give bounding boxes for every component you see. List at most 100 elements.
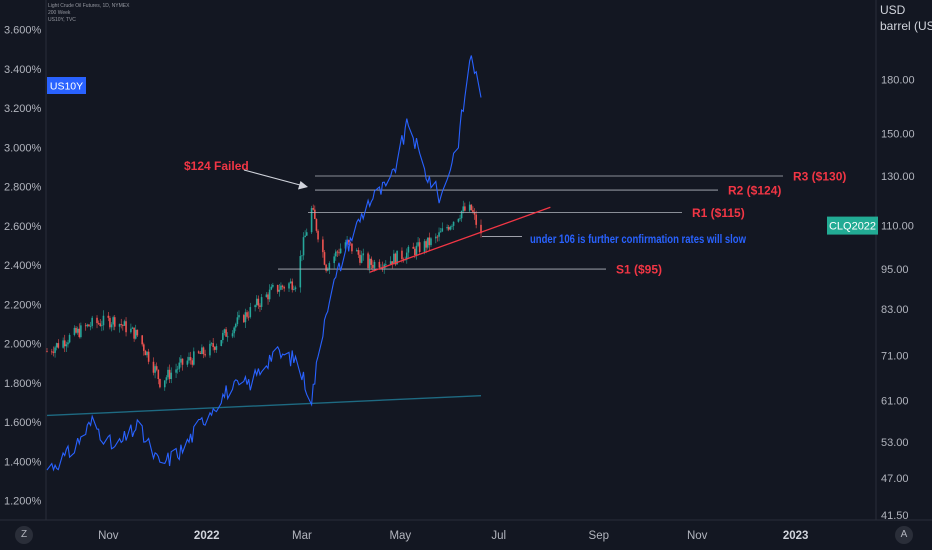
time-axis-tick: 2023 (783, 530, 809, 542)
candle-body (289, 281, 292, 284)
candle-body (322, 239, 324, 253)
auto-scale-left-button[interactable]: Z (15, 526, 33, 544)
candle-body (446, 227, 448, 229)
chart-legend-line-2: 200 Week (48, 10, 71, 16)
candle-body (312, 208, 315, 210)
candle-body (222, 332, 224, 341)
candle-body (385, 264, 387, 266)
candle-body (84, 325, 87, 327)
annotation-layer: $124 Failed under 106 is further confirma… (47, 77, 878, 246)
level-lines-layer: R3 ($130) R2 ($124) R1 ($115) S1 ($95) (278, 170, 846, 277)
candle-body (326, 269, 329, 271)
candle-body (268, 289, 271, 300)
candle-body (373, 261, 376, 268)
candle-body (204, 354, 206, 356)
candle-body (283, 287, 285, 289)
candle-body (418, 242, 421, 252)
candle-body (168, 369, 171, 380)
candle-body (435, 236, 437, 239)
right-axis-tick: 95.00 (881, 264, 909, 276)
right-axis-tick: 41.50 (881, 510, 909, 522)
auto-scale-right-button[interactable]: A (895, 526, 913, 544)
candle-body (199, 352, 202, 354)
candle-body (447, 227, 450, 230)
candle-body (270, 286, 273, 290)
candle-body (113, 317, 116, 327)
candle-body (462, 206, 465, 211)
moving-average-layer (46, 394, 482, 417)
right-axis-tick: 61.00 (881, 396, 909, 408)
candle-body (425, 241, 427, 248)
left-axis-tick: 2.000% (4, 339, 42, 351)
candle-body (255, 298, 258, 306)
left-axis-tick: 3.400% (4, 64, 42, 76)
time-axis-tick: Sep (589, 530, 609, 542)
price-badge-label: CLQ2022 (829, 221, 876, 233)
candle-body (260, 297, 263, 307)
level-label: R1 ($115) (692, 206, 745, 220)
candle-body (336, 251, 339, 253)
candle-body (257, 298, 260, 306)
candle-body (405, 252, 408, 260)
candle-body (328, 263, 331, 270)
candle-body (449, 226, 452, 230)
candle-body (338, 252, 340, 254)
candle-body (144, 350, 147, 356)
candle-body (125, 321, 127, 333)
candle-body (480, 224, 482, 234)
candle-body (475, 214, 477, 225)
candle-body (334, 251, 337, 257)
candle-body (165, 377, 168, 381)
candle-body (451, 225, 453, 227)
candle-body (355, 250, 358, 252)
level-label: S1 ($95) (616, 263, 662, 277)
moving-average-line (46, 394, 482, 417)
candle-body (304, 235, 306, 238)
candle-body (351, 243, 353, 252)
candle-body (378, 261, 381, 268)
candle-body (167, 369, 169, 378)
candle-body (293, 289, 295, 290)
candle-body (110, 324, 113, 328)
candle-body (372, 264, 374, 268)
left-axis-tick: 2.600% (4, 221, 42, 233)
right-axis-tick: 53.00 (881, 437, 909, 449)
candle-body (178, 362, 181, 369)
candle-body (244, 312, 247, 323)
time-axis-tick: Nov (98, 530, 119, 542)
candle-body (197, 351, 200, 353)
candle-body (367, 253, 369, 269)
candle-body (118, 324, 121, 327)
candle-body (75, 327, 77, 333)
candle-body (80, 325, 82, 338)
left-axis-tick: 2.800% (4, 182, 42, 194)
candle-body (67, 342, 69, 345)
yield-line-layer (46, 55, 482, 472)
candle-body (280, 285, 282, 290)
left-axis-tick: 1.200% (4, 496, 42, 508)
candle-body (233, 327, 235, 334)
left-axis-tick: 1.800% (4, 378, 42, 390)
candle-body (472, 210, 474, 213)
right-axis-tick: 110.00 (881, 221, 914, 233)
candle-body (189, 357, 192, 361)
candle-body (401, 250, 403, 260)
left-axis-tick: 3.000% (4, 142, 42, 154)
candle-body (349, 242, 352, 244)
candle-body (428, 237, 431, 246)
candle-body (141, 335, 143, 345)
candle-body (225, 329, 227, 337)
candle-body (159, 379, 161, 388)
candle-body (57, 343, 60, 348)
candle-body (430, 238, 432, 246)
candle-body (220, 340, 223, 346)
left-axis-tick: 2.200% (4, 299, 42, 311)
candle-body (210, 343, 213, 345)
candle-body (102, 315, 105, 326)
support-trendline[interactable] (369, 206, 551, 273)
candle-body (302, 237, 305, 256)
candle-body (254, 305, 256, 308)
candle-body (314, 209, 316, 220)
left-axis-tick: 1.600% (4, 417, 42, 429)
